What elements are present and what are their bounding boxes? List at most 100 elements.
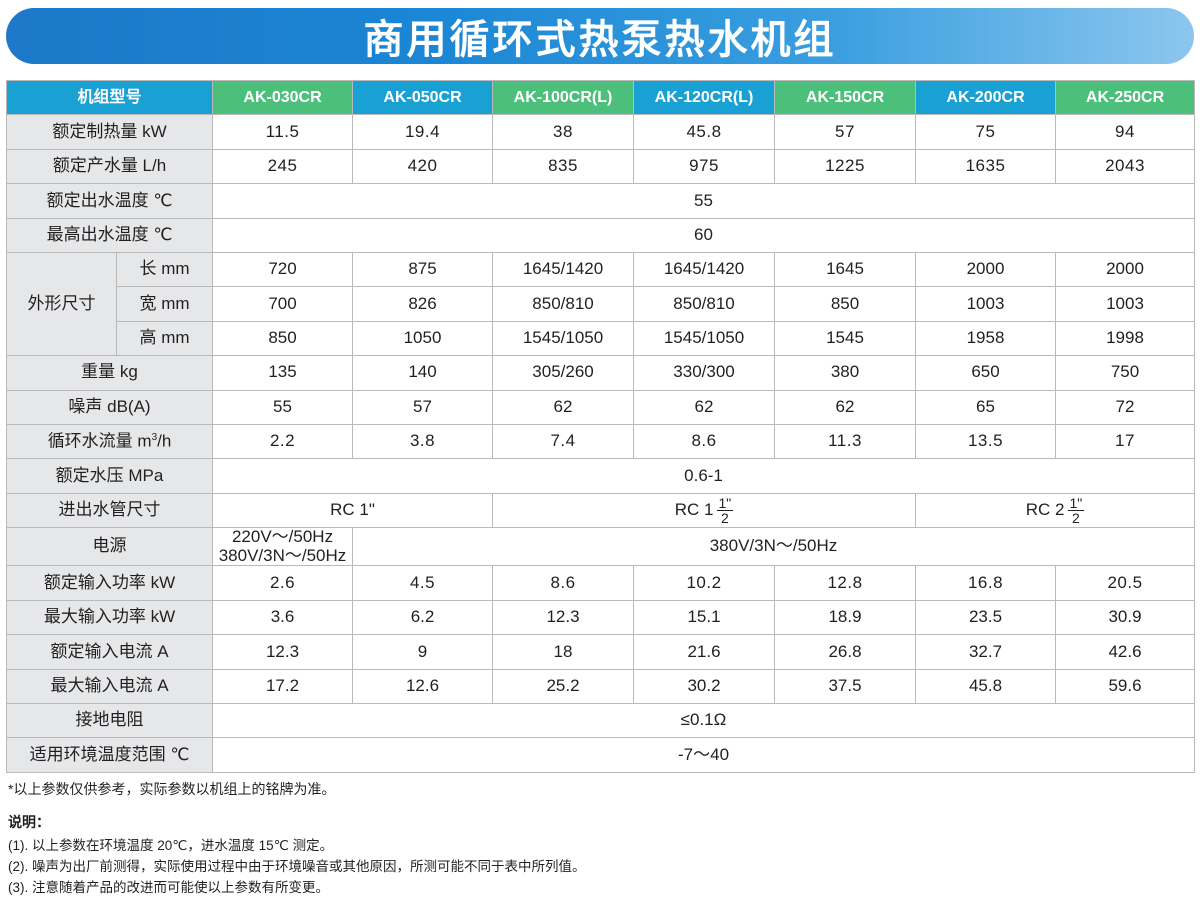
model-header: AK-120CR(L)	[633, 79, 776, 116]
table-row: 最大输入功率 kW 3.6 6.2 12.3 15.1 18.9 23.5 30…	[5, 599, 1196, 636]
model-header: AK-050CR	[352, 79, 494, 116]
flow-label-text: 循环水流量 m	[47, 431, 152, 451]
row-label: 额定输入功率 kW	[5, 565, 214, 601]
table-cell: 720	[212, 251, 354, 288]
table-cell: 42.6	[1055, 634, 1196, 670]
pipe-size-text: RC 2	[1025, 499, 1065, 519]
table-cell: 26.8	[774, 634, 917, 670]
table-cell: 45.8	[915, 668, 1057, 705]
table-row: 额定产水量 L/h 245 420 835 975 1225 1635 2043	[5, 148, 1196, 185]
table-cell: 975	[633, 148, 776, 185]
row-label: 长 mm	[115, 251, 214, 288]
table-cell: ≤0.1Ω	[212, 703, 1196, 739]
table-cell: 1645/1420	[633, 251, 776, 288]
table-cell: 30.2	[633, 668, 776, 705]
table-cell: 4.5	[352, 565, 494, 601]
row-group-label: 外形尺寸	[6, 251, 117, 357]
table-cell: 6.2	[352, 599, 494, 636]
fraction-numerator: 1"	[716, 494, 734, 511]
table-cell: 30.9	[1055, 599, 1196, 636]
table-cell: 94	[1055, 114, 1196, 150]
note-item: (3). 注意随着产品的改进而可能使以上参数有所变更。	[8, 880, 330, 895]
table-cell: 650	[915, 355, 1057, 391]
table-cell: 72	[1055, 389, 1196, 425]
table-row: 适用环境温度范围 ℃ -7～40	[5, 737, 1196, 773]
table-row: 宽 mm 700 826 850/810 850/810 850 1003 10…	[7, 286, 1196, 322]
table-cell: 7.4	[492, 423, 635, 460]
table-cell: 55	[212, 389, 354, 425]
table-cell: 1635	[915, 148, 1057, 185]
table-cell: 135	[212, 355, 354, 391]
flow-label-sup: 3	[151, 431, 158, 443]
power-line: 380V/3N～/50Hz	[218, 545, 347, 565]
row-label: 循环水流量 m3/h	[5, 423, 214, 460]
table-cell: 62	[492, 389, 635, 425]
row-label: 额定水压 MPa	[5, 458, 214, 494]
table-cell: 38	[492, 114, 635, 150]
table-row: 最高出水温度 ℃ 60	[5, 217, 1196, 253]
table-cell: 8.6	[492, 565, 635, 601]
table-row: 额定水压 MPa 0.6-1	[5, 458, 1196, 494]
table-row: 噪声 dB(A) 55 57 62 62 62 65 72	[5, 389, 1196, 425]
table-cell: -7～40	[212, 737, 1196, 773]
table-cell: 826	[352, 286, 494, 322]
table-cell: 25.2	[492, 668, 635, 705]
spec-table: 机组型号 AK-030CR AK-050CR AK-100CR(L) AK-12…	[5, 79, 1196, 773]
fraction-denominator: 2	[720, 509, 729, 526]
table-cell: 1545/1050	[633, 320, 776, 357]
table-cell: 11.3	[774, 423, 917, 460]
table-cell: 18.9	[774, 599, 917, 636]
row-label: 最大输入功率 kW	[5, 599, 214, 636]
table-cell: 305/260	[492, 355, 635, 391]
table-row: 高 mm 850 1050 1545/1050 1545/1050 1545 1…	[7, 320, 1196, 357]
table-cell: 850/810	[633, 286, 776, 322]
table-cell: 0.6-1	[212, 458, 1196, 494]
table-cell: 21.6	[633, 634, 776, 670]
table-cell: 245	[212, 148, 354, 185]
table-cell: 55	[212, 183, 1196, 219]
pipe-size-text: RC 1	[674, 499, 714, 519]
table-cell: 10.2	[633, 565, 776, 601]
table-row: 接地电阻 ≤0.1Ω	[5, 703, 1196, 739]
table-cell: 1003	[915, 286, 1057, 322]
row-label: 电源	[5, 527, 214, 567]
table-cell: 140	[352, 355, 494, 391]
header-row: 机组型号 AK-030CR AK-050CR AK-100CR(L) AK-12…	[5, 79, 1196, 116]
table-cell: 60	[212, 217, 1196, 253]
table-row: 进出水管尺寸 RC 1" RC 1 1" 2 RC 2 1" 2	[5, 492, 1196, 529]
table-cell: 16.8	[915, 565, 1057, 601]
fraction: 1" 2	[716, 494, 734, 526]
row-label: 最高出水温度 ℃	[5, 217, 214, 253]
table-cell: 3.6	[212, 599, 354, 636]
table-cell: 850	[212, 320, 354, 357]
table-cell: 220V～/50Hz 380V/3N～/50Hz	[212, 527, 354, 567]
table-cell: 20.5	[1055, 565, 1196, 601]
table-cell: 1645	[774, 251, 917, 288]
table-cell: 835	[492, 148, 635, 185]
table-cell: 23.5	[915, 599, 1057, 636]
notes-title: 说明：	[8, 814, 50, 830]
table-cell: 1545/1050	[492, 320, 635, 357]
fraction-denominator: 2	[1071, 509, 1080, 526]
row-label: 额定出水温度 ℃	[5, 183, 214, 219]
table-cell: 850/810	[492, 286, 635, 322]
table-cell: 380V/3N～/50Hz	[352, 527, 1196, 567]
model-header: AK-150CR	[774, 79, 917, 116]
table-cell: 57	[352, 389, 494, 425]
table-cell: 18	[492, 634, 635, 670]
row-label: 高 mm	[115, 320, 214, 357]
table-cell: 330/300	[633, 355, 776, 391]
table-cell: 13.5	[915, 423, 1057, 460]
table-cell: 700	[212, 286, 354, 322]
row-label: 适用环境温度范围 ℃	[5, 737, 214, 773]
table-cell: 12.3	[492, 599, 635, 636]
footnote: *以上参数仅供参考，实际参数以机组上的铭牌为准。	[8, 781, 336, 797]
flow-label-unit: /h	[157, 431, 172, 451]
table-row: 额定制热量 kW 11.5 19.4 38 45.8 57 75 94	[5, 114, 1196, 150]
table-cell: 19.4	[352, 114, 494, 150]
table-cell: 15.1	[633, 599, 776, 636]
table-row: 额定输入功率 kW 2.6 4.5 8.6 10.2 12.8 16.8 20.…	[5, 565, 1196, 601]
table-row: 重量 kg 135 140 305/260 330/300 380 650 75…	[5, 355, 1196, 391]
table-cell: 1545	[774, 320, 917, 357]
table-cell: 12.8	[774, 565, 917, 601]
